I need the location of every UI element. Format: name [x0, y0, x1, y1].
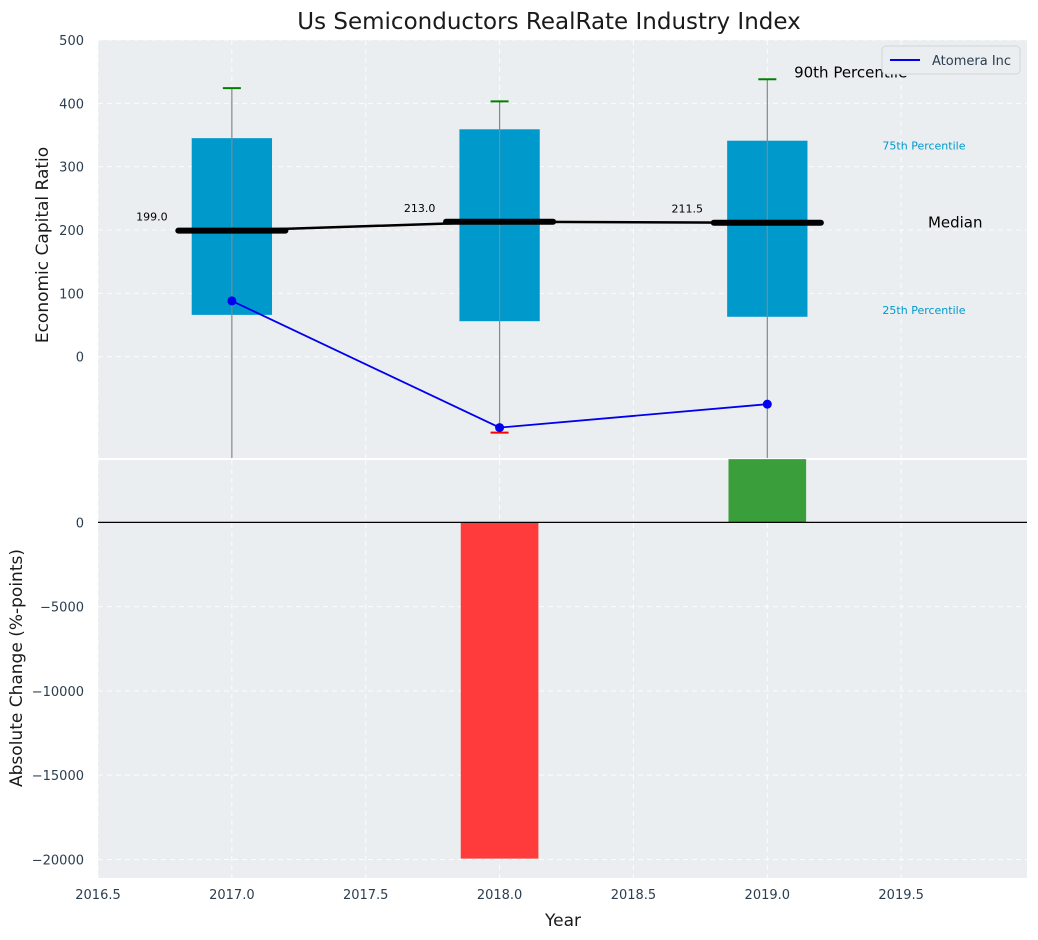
median-value-label: 211.5	[672, 203, 704, 216]
top-y-tick-label: 100	[59, 287, 84, 302]
x-tick-label: 2019.0	[745, 888, 791, 903]
top-y-tick-label: 400	[59, 97, 84, 112]
legend-frame	[881, 45, 1021, 75]
top-y-tick-label: 200	[59, 224, 84, 239]
bottom-y-tick-label: −20000	[32, 853, 84, 868]
change-bar	[460, 522, 539, 859]
bottom-y-tick-label: 0	[76, 516, 84, 531]
top-y-tick-label: 300	[59, 161, 84, 176]
company-data-point	[495, 423, 505, 433]
x-tick-label: 2019.5	[878, 888, 924, 903]
x-tick-label: 2018.0	[477, 888, 523, 903]
bottom-y-tick-label: −15000	[32, 769, 84, 784]
chart-title: Us Semiconductors RealRate Industry Inde…	[297, 9, 801, 35]
bottom-y-axis-label: Absolute Change (%-points)	[7, 549, 27, 787]
median-value-label: 213.0	[404, 202, 436, 215]
median-value-label: 199.0	[136, 211, 168, 224]
x-axis-label: Year	[544, 911, 581, 931]
x-tick-label: 2017.5	[343, 888, 389, 903]
company-data-point	[227, 296, 237, 306]
top-y-tick-label: 0	[76, 351, 84, 366]
x-tick-label: 2017.0	[209, 888, 255, 903]
bottom-y-tick-label: −5000	[40, 601, 84, 616]
top-y-axis-label: Economic Capital Ratio	[33, 147, 53, 343]
change-bar	[728, 459, 807, 523]
annotation-median: Median	[928, 214, 983, 232]
top-panel: 0 100 200 300 400 500 199.0 213.0 211.5 90th Perc…	[59, 34, 1027, 458]
top-y-tick-label: 500	[59, 34, 84, 49]
bottom-plot-background	[98, 460, 1027, 878]
legend-label: Atomera Inc	[932, 54, 1011, 69]
legend: Atomera Inc	[881, 45, 1021, 75]
x-tick-label: 2018.5	[611, 888, 657, 903]
bottom-y-tick-label: −10000	[32, 685, 84, 700]
company-data-point	[762, 399, 772, 409]
x-tick-label: 2016.5	[75, 888, 121, 903]
annotation-25th-percentile: 25th Percentile	[882, 304, 965, 317]
median-trend-line	[231, 220, 768, 232]
annotation-90th-percentile: 90th Percentile	[794, 63, 907, 81]
bottom-panel: 0 −5000 −10000 −15000 −20000 2016.5 2017.0 2017…	[32, 459, 1027, 903]
annotation-75th-percentile: 75th Percentile	[882, 140, 965, 153]
